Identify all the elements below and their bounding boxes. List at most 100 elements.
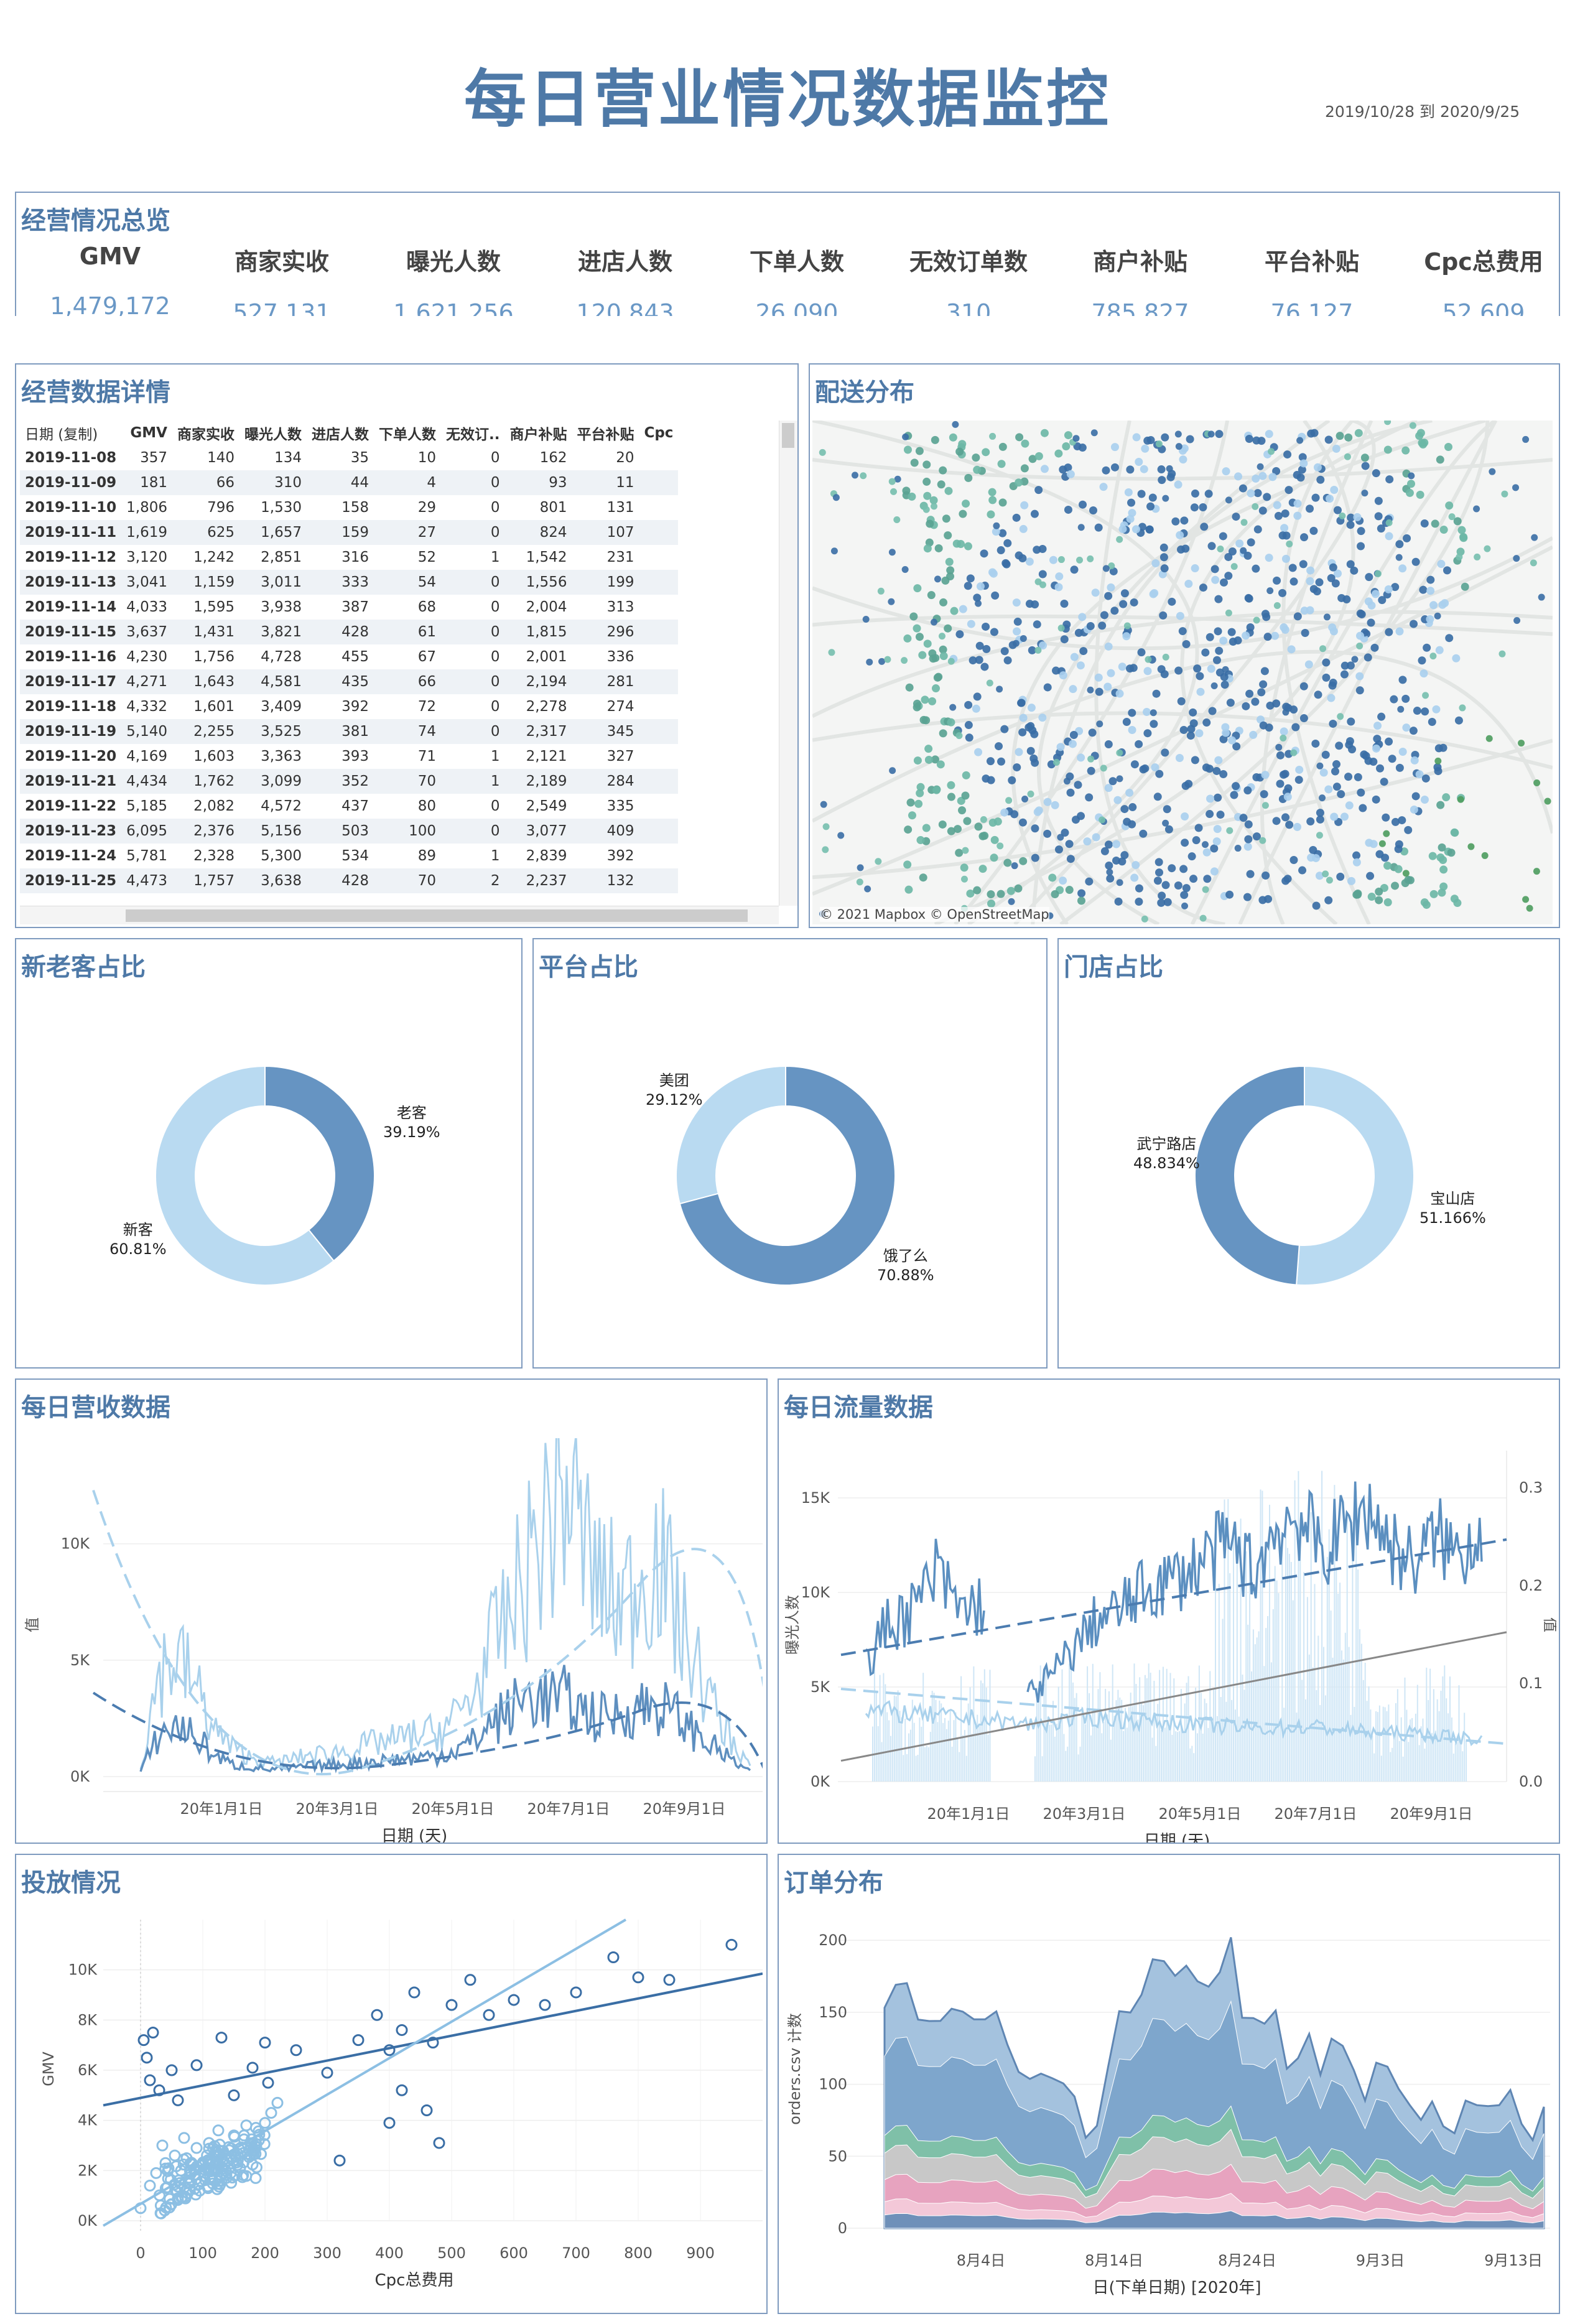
column-header[interactable]: GMV (130, 425, 167, 441)
y-tick-label: 0K (78, 2212, 98, 2229)
column-header[interactable]: 商家实收 (177, 427, 235, 443)
map-point (1119, 600, 1128, 608)
platform-donut[interactable] (534, 995, 1038, 1369)
bar (1328, 1529, 1330, 1782)
map-point (1439, 865, 1448, 874)
table-cell: 2,001 (526, 649, 567, 665)
map-point (1378, 840, 1386, 847)
kpi-value: 1,621,256 (393, 299, 514, 316)
detail-title: 经营数据详情 (21, 378, 170, 407)
map-point (1174, 666, 1183, 675)
map-point (1456, 553, 1463, 560)
map-point (1115, 689, 1124, 698)
column-header[interactable]: 进店人数 (311, 427, 369, 443)
store-donut[interactable] (1059, 995, 1550, 1369)
bar (1314, 1584, 1316, 1782)
map-point (832, 494, 840, 501)
map-point (913, 699, 921, 708)
bar (1370, 1709, 1372, 1782)
column-header[interactable]: 无效订.. (445, 427, 500, 443)
table-row[interactable]: 2019-11-09 181 66 310 44 4 0 93 11 (20, 470, 679, 495)
series-exposure-b (1026, 1481, 1483, 1703)
y-axis-title: orders.csv 计数 (786, 2013, 804, 2125)
table-row[interactable]: 2019-11-25 4,473 1,757 3,638 428 70 2 2,237 132 (20, 868, 679, 893)
table-cell: 409 (572, 819, 639, 844)
y-tick-label: 200 (819, 1931, 847, 1949)
map-point (901, 657, 908, 664)
table-row[interactable]: 2019-11-13 3,041 1,159 3,011 333 54 0 1,556 199 (20, 570, 679, 595)
map-point (908, 811, 916, 820)
table-cell: 2019-11-24 (25, 848, 117, 864)
y-tick-label: 2K (78, 2162, 98, 2179)
map-point (1216, 811, 1225, 819)
table-row[interactable]: 2019-11-08 357 140 134 35 10 0 162 20 (20, 445, 678, 470)
table-row[interactable]: 2019-11-23 6,095 2,376 5,156 503 100 0 3,077 409 (20, 819, 679, 844)
map-point (889, 767, 896, 774)
table-row[interactable]: 2019-11-22 5,185 2,082 4,572 437 80 0 2,549 335 (20, 794, 678, 819)
map-point (1278, 588, 1287, 597)
map-point (1276, 779, 1285, 788)
table-row[interactable]: 2019-11-24 5,781 2,328 5,300 534 89 1 2,839 392 (20, 844, 678, 868)
x-tick-label: 9月3日 (1356, 2252, 1405, 2269)
table-row[interactable]: 2019-11-14 4,033 1,595 3,938 387 68 0 2,004 313 (20, 595, 678, 620)
delivery-map[interactable] (812, 421, 1553, 924)
map-point (1331, 767, 1340, 776)
detail-table-wrap[interactable]: 日期 (复制) GMV 商家实收 曝光人数 进店人数 下单人数 无效订.. 商户补贴 平台补贴 C… (20, 421, 789, 893)
bar (1360, 1643, 1362, 1782)
bar (1398, 1741, 1400, 1782)
bar (1270, 1662, 1272, 1782)
table-row[interactable]: 2019-11-17 4,271 1,643 4,581 435 66 0 2,194 281 (20, 669, 679, 694)
table-row[interactable]: 2019-11-19 5,140 2,255 3,525 381 74 0 2,317 345 (20, 719, 679, 744)
bar (1063, 1734, 1065, 1782)
table-row[interactable]: 2019-11-16 4,230 1,756 4,728 455 67 0 2,001 336 (20, 644, 678, 669)
table-cell: 284 (572, 769, 639, 794)
x-tick-label: 600 (499, 2244, 528, 2262)
hscrollbar-thumb[interactable] (126, 909, 748, 922)
kpi-value: 76,127 (1270, 299, 1354, 316)
column-header[interactable]: 日期 (复制) (25, 427, 98, 443)
map-point (1038, 570, 1047, 579)
table-row[interactable]: 2019-11-18 4,332 1,601 3,409 392 72 0 2,278 274 (20, 694, 678, 719)
table-row[interactable]: 2019-11-21 4,434 1,762 3,099 352 70 1 2,189 284 (20, 769, 679, 794)
map-point (921, 695, 929, 704)
map-point (1219, 770, 1228, 779)
column-header[interactable]: 商户补贴 (509, 427, 567, 443)
table-cell: 5,185 (126, 798, 167, 814)
table-cell: 3,409 (261, 699, 302, 715)
map-point (1039, 641, 1048, 650)
vertical-scrollbar[interactable] (779, 421, 797, 906)
table-row[interactable]: 2019-11-10 1,806 796 1,530 158 29 0 801 131 (20, 495, 678, 520)
scatter-point-b (195, 2175, 207, 2188)
map-point (966, 889, 975, 898)
column-header[interactable]: Cpc (644, 425, 674, 441)
table-row[interactable]: 2019-11-11 1,619 625 1,657 159 27 0 824 107 (20, 520, 679, 545)
table-cell (639, 570, 679, 595)
bar (1348, 1647, 1350, 1782)
scatter-point-a (570, 1986, 582, 1999)
horizontal-scrollbar[interactable] (20, 906, 779, 924)
table-row[interactable]: 2019-11-12 3,120 1,242 2,851 316 52 1 1,542 231 (20, 545, 678, 570)
column-header[interactable]: 下单人数 (378, 427, 436, 443)
map-point (1259, 680, 1268, 689)
table-row[interactable]: 2019-11-20 4,169 1,603 3,363 393 71 1 2,121 327 (20, 744, 678, 769)
scrollbar-thumb[interactable] (782, 423, 794, 448)
customer-donut[interactable] (16, 995, 514, 1369)
map-point (1283, 450, 1292, 459)
map-point (1239, 814, 1248, 822)
column-header[interactable]: 曝光人数 (244, 427, 302, 443)
map-point (964, 473, 973, 482)
map-point (1235, 539, 1244, 548)
map-point (1293, 612, 1302, 621)
map-point (1439, 743, 1447, 752)
map-point (1522, 896, 1530, 903)
column-header[interactable]: 平台补贴 (577, 427, 634, 443)
y-tick-label: 10K (801, 1584, 831, 1601)
table-cell: 3,821 (239, 620, 307, 644)
scatter-point-b (208, 2140, 221, 2152)
table-row[interactable]: 2019-11-15 3,637 1,431 3,821 428 61 0 1,815 296 (20, 620, 679, 644)
bar (891, 1710, 893, 1782)
